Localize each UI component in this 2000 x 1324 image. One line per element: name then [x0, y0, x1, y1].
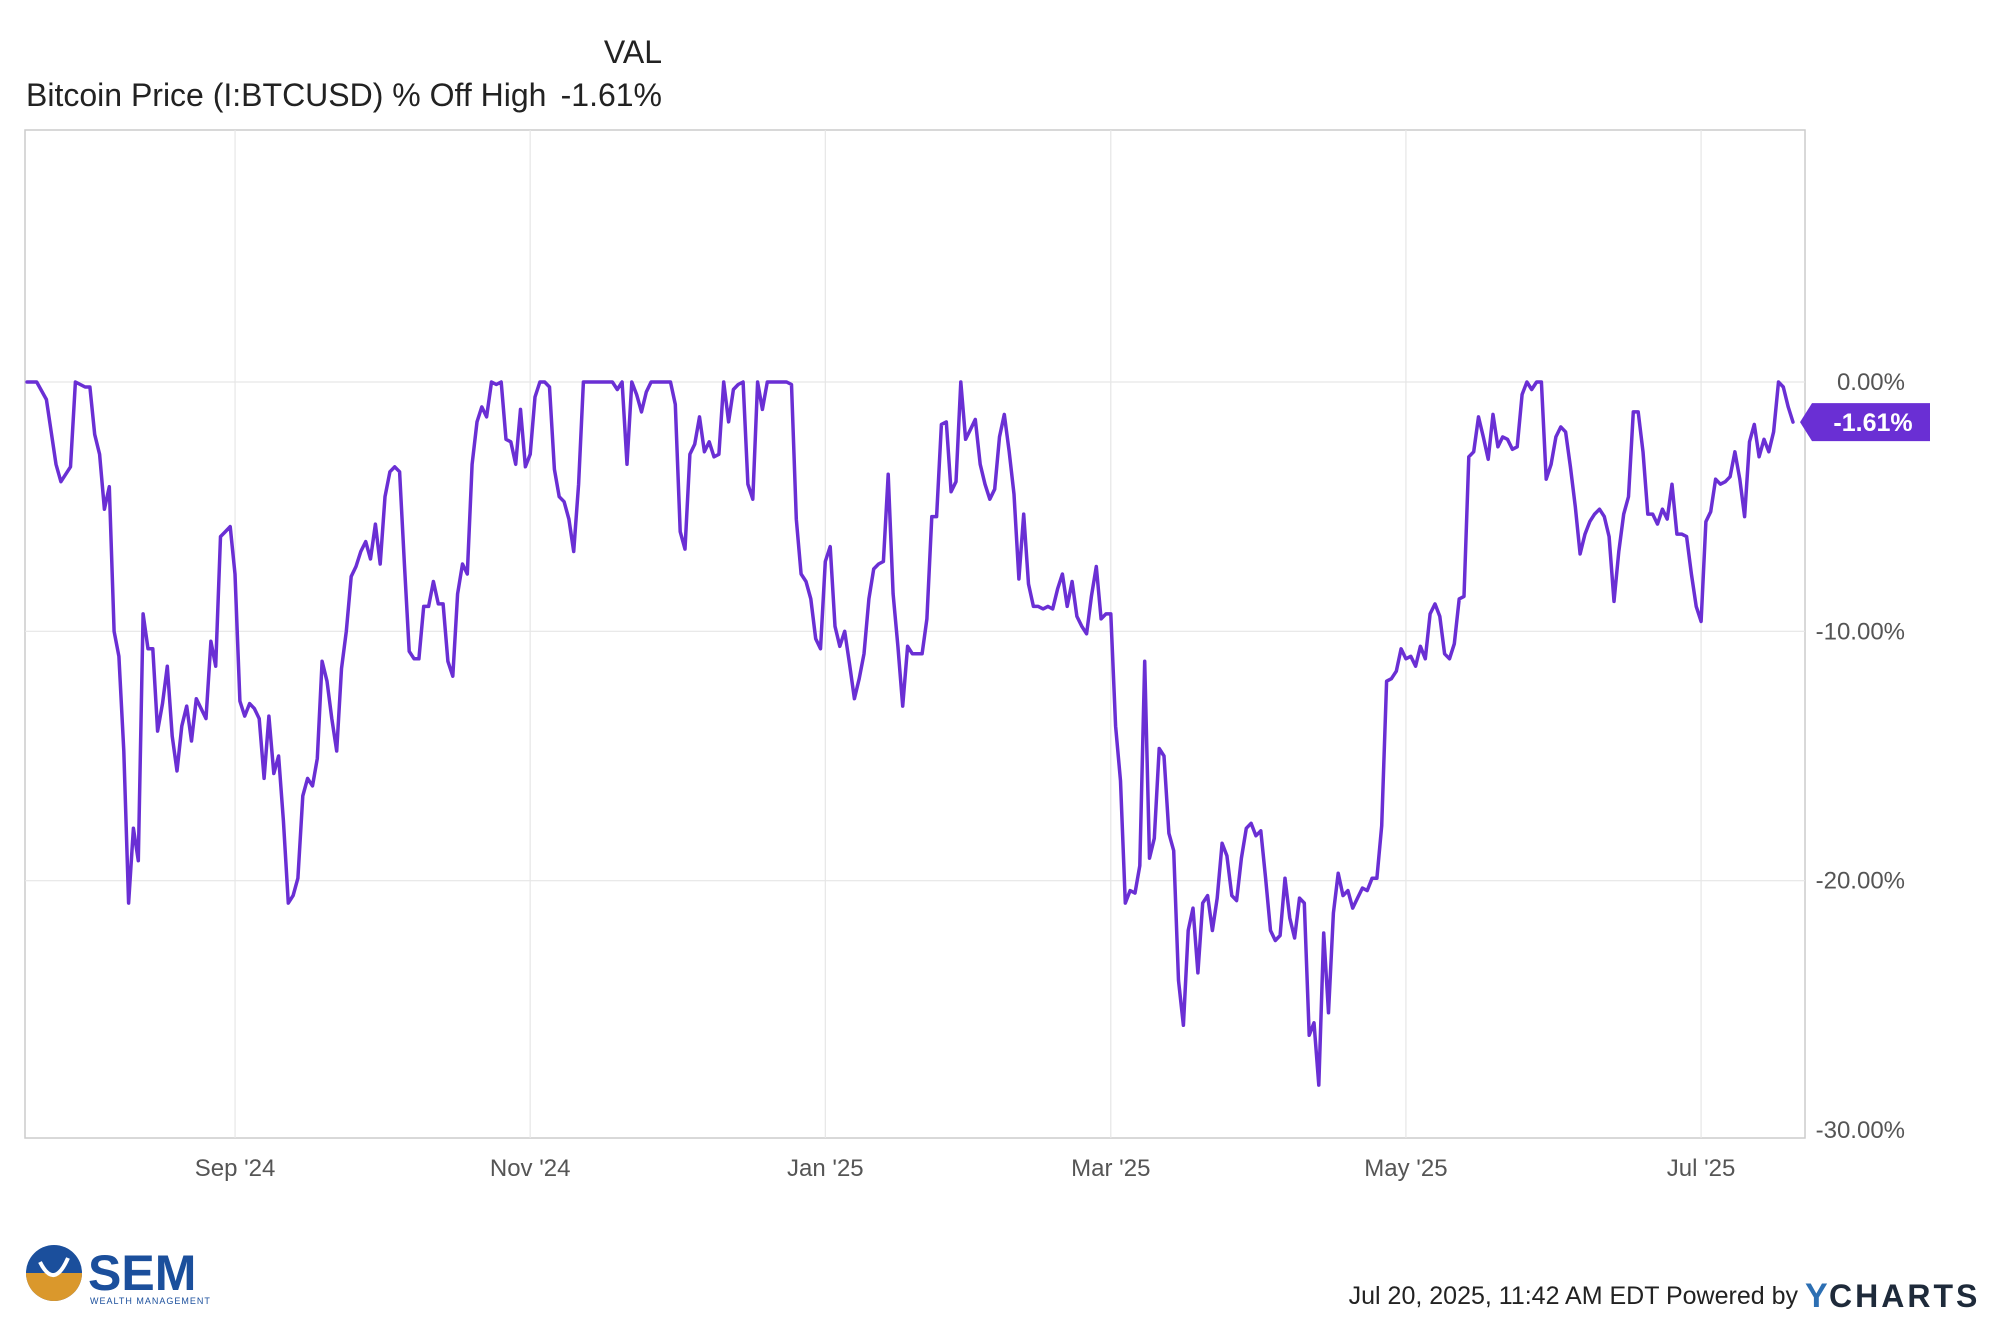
- y-tick-label: 0.00%: [1837, 369, 1905, 396]
- y-tick-label: -20.00%: [1816, 868, 1905, 895]
- ycharts-logo-y[interactable]: Y: [1805, 1277, 1828, 1315]
- last-value-badge-shape: [1800, 403, 1930, 442]
- sem-logo: SEM WEALTH MANAGEMENT: [26, 1245, 211, 1306]
- y-tick-label: -30.00%: [1816, 1117, 1905, 1144]
- series-line-bitcoin-off-high[interactable]: [25, 380, 1795, 1087]
- x-tick-label: Jul '25: [1667, 1155, 1736, 1182]
- last-value-badge: -1.61%: [1800, 403, 1930, 442]
- footer-timestamp: Jul 20, 2025, 11:42 AM EDT Powered by: [1349, 1282, 1799, 1310]
- y-tick-label: -10.00%: [1816, 618, 1905, 645]
- sem-logo-wave-icon: [26, 1273, 82, 1301]
- plot-area: [24, 129, 1806, 1139]
- sem-logo-subtitle: WEALTH MANAGEMENT: [90, 1296, 211, 1306]
- sem-logo-text: SEM: [88, 1245, 196, 1301]
- x-tick-label: Jan '25: [787, 1155, 864, 1182]
- x-axis-tick-labels: Sep '24 Nov '24 Jan '25 Mar '25 May '25 Jul '…: [195, 1155, 1736, 1182]
- y-axis-tick-labels: 0.00% -10.00% -20.00% -30.00%: [1816, 369, 1905, 1144]
- ycharts-logo-text[interactable]: CHARTS: [1829, 1278, 1980, 1314]
- sem-logo-figure-icon: [38, 1257, 70, 1277]
- x-tick-label: Nov '24: [490, 1155, 571, 1182]
- legend-series-label[interactable]: Bitcoin Price (I:BTCUSD) % Off High: [26, 77, 546, 113]
- legend-column-header: VAL: [604, 34, 662, 70]
- x-tick-label: May '25: [1364, 1155, 1447, 1182]
- legend-series-value: -1.61%: [561, 77, 662, 113]
- x-tick-label: Mar '25: [1071, 1155, 1150, 1182]
- horizontal-gridlines: [25, 381, 1805, 882]
- last-value-badge-text: -1.61%: [1833, 409, 1912, 437]
- x-tick-label: Sep '24: [195, 1155, 276, 1182]
